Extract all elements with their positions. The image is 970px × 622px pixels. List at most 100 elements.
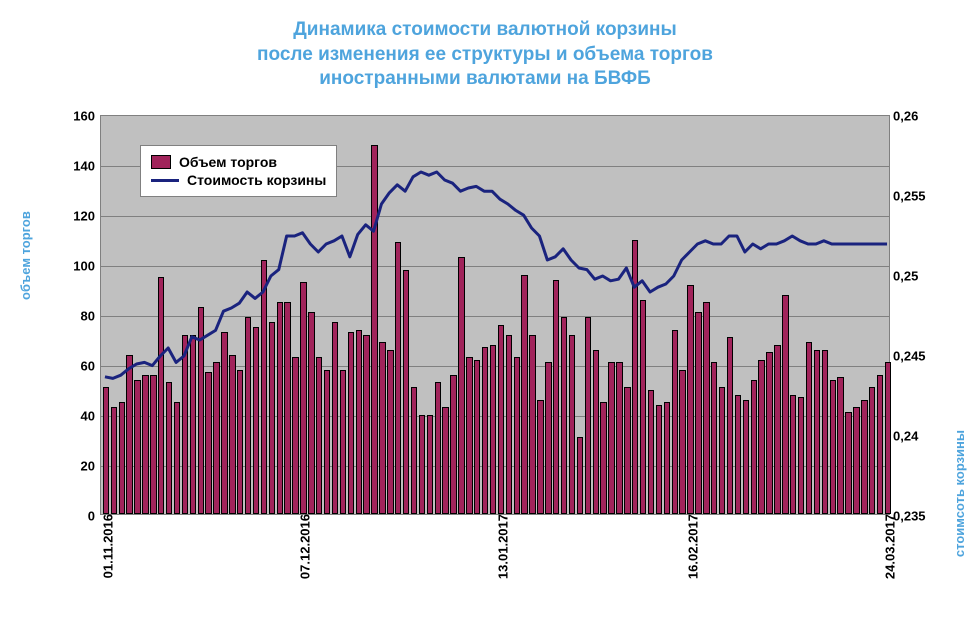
y1-tick: 160	[61, 109, 95, 124]
bar	[190, 335, 196, 515]
bar	[743, 400, 749, 515]
legend-item: Стоимость корзины	[151, 172, 326, 188]
bar	[332, 322, 338, 514]
bar	[790, 395, 796, 515]
bar	[577, 437, 583, 514]
bar	[703, 302, 709, 514]
legend-label: Объем торгов	[179, 154, 277, 170]
legend: Объем торгов Стоимость корзины	[140, 145, 337, 197]
bar	[182, 335, 188, 515]
bar	[687, 285, 693, 515]
chart-title: Динамика стоимости валютной корзины посл…	[0, 18, 970, 92]
x-tick: 13.01.2017	[489, 514, 510, 579]
bar	[458, 257, 464, 514]
bar	[656, 405, 662, 515]
bar	[316, 357, 322, 514]
bar	[521, 275, 527, 515]
y1-tick: 80	[61, 309, 95, 324]
bar	[174, 402, 180, 514]
y1-tick: 0	[61, 509, 95, 524]
y1-tick: 20	[61, 459, 95, 474]
bar	[442, 407, 448, 514]
bar	[411, 387, 417, 514]
x-tick: 07.12.2016	[292, 514, 313, 579]
gridline	[101, 216, 889, 217]
bar	[569, 335, 575, 515]
bar	[253, 327, 259, 514]
bar	[403, 270, 409, 515]
x-tick: 24.03.2017	[877, 514, 898, 579]
bar	[348, 332, 354, 514]
bar	[585, 317, 591, 514]
bar	[284, 302, 290, 514]
bar	[292, 357, 298, 514]
bar	[356, 330, 362, 515]
bar	[261, 260, 267, 515]
bar	[419, 415, 425, 515]
bar	[877, 375, 883, 515]
bar	[553, 280, 559, 515]
bar	[758, 360, 764, 515]
bar	[490, 345, 496, 515]
bar	[142, 375, 148, 515]
chart-container: Динамика стоимости валютной корзины посл…	[0, 0, 970, 622]
y1-tick: 40	[61, 409, 95, 424]
bar	[134, 380, 140, 515]
bar	[245, 317, 251, 514]
y2-axis-label: стоимсоть корзины	[952, 430, 967, 557]
x-tick: 01.11.2016	[94, 514, 115, 578]
bar	[672, 330, 678, 515]
bar	[324, 370, 330, 515]
y1-tick: 100	[61, 259, 95, 274]
gridline	[101, 316, 889, 317]
bar	[150, 375, 156, 515]
y1-tick: 60	[61, 359, 95, 374]
bar	[814, 350, 820, 515]
bar	[387, 350, 393, 515]
bar	[340, 370, 346, 515]
bar	[506, 335, 512, 515]
bar	[561, 317, 567, 514]
bar	[624, 387, 630, 514]
bar	[711, 362, 717, 514]
bar	[435, 382, 441, 514]
bar	[277, 302, 283, 514]
bar	[727, 337, 733, 514]
bar	[545, 362, 551, 514]
bar	[735, 395, 741, 515]
bar	[830, 380, 836, 515]
bar	[111, 407, 117, 514]
y1-tick: 140	[61, 159, 95, 174]
title-line-2: после изменения ее структуры и объема то…	[257, 44, 713, 65]
bar	[371, 145, 377, 515]
bar	[608, 362, 614, 514]
bar	[126, 355, 132, 515]
bar	[774, 345, 780, 515]
bar	[648, 390, 654, 515]
bar	[158, 277, 164, 514]
bar	[221, 332, 227, 514]
bar	[751, 380, 757, 515]
bar	[237, 370, 243, 515]
bar	[806, 342, 812, 514]
bar	[395, 242, 401, 514]
bar	[537, 400, 543, 515]
legend-swatch-line	[151, 179, 179, 182]
bar	[695, 312, 701, 514]
bar	[198, 307, 204, 514]
bar	[466, 357, 472, 514]
bar	[822, 350, 828, 515]
y2-tick: 0,245	[893, 349, 941, 364]
bar	[166, 382, 172, 514]
bar	[119, 402, 125, 514]
y2-tick: 0,255	[893, 189, 941, 204]
bar	[213, 362, 219, 514]
bar	[229, 355, 235, 515]
bar	[593, 350, 599, 515]
y1-axis-label: объем торгов	[18, 211, 33, 300]
bar	[861, 400, 867, 515]
bar	[498, 325, 504, 515]
y2-tick: 0,25	[893, 269, 941, 284]
bar	[205, 372, 211, 514]
bar	[837, 377, 843, 514]
